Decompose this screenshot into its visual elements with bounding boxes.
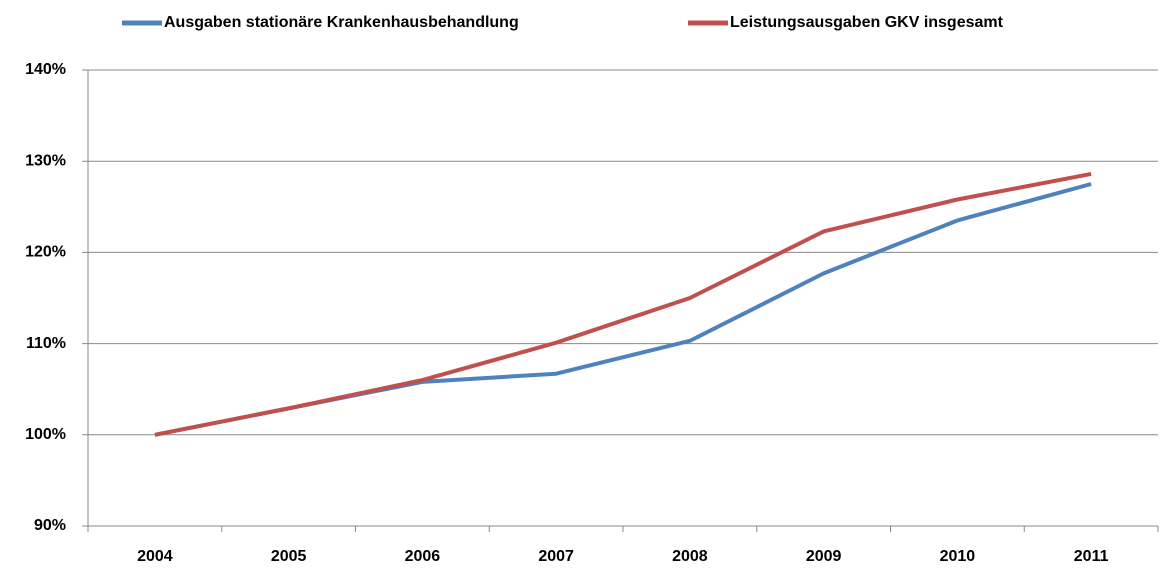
series-line [154, 172, 1092, 437]
y-tick-label: 120% [25, 244, 66, 261]
y-tick-label: 100% [25, 426, 66, 443]
x-tick-label: 2008 [672, 548, 708, 565]
x-tick-label: 2011 [1074, 548, 1109, 565]
x-tick-label: 2005 [271, 548, 307, 565]
legend-label: Ausgaben stationäre Krankenhausbehandlun… [164, 14, 519, 31]
series-line [154, 182, 1092, 437]
x-tick-label: 2007 [538, 548, 574, 565]
x-tick-label: 2009 [806, 548, 842, 565]
y-tick-label: 90% [34, 517, 66, 534]
y-tick-label: 130% [25, 152, 66, 169]
x-tick-label: 2004 [137, 548, 173, 565]
x-tick-label: 2006 [405, 548, 441, 565]
x-tick-label: 2010 [940, 548, 976, 565]
y-tick-label: 140% [25, 61, 66, 78]
legend-label: Leistungsausgaben GKV insgesamt [730, 14, 1004, 31]
y-tick-label: 110% [26, 335, 66, 352]
